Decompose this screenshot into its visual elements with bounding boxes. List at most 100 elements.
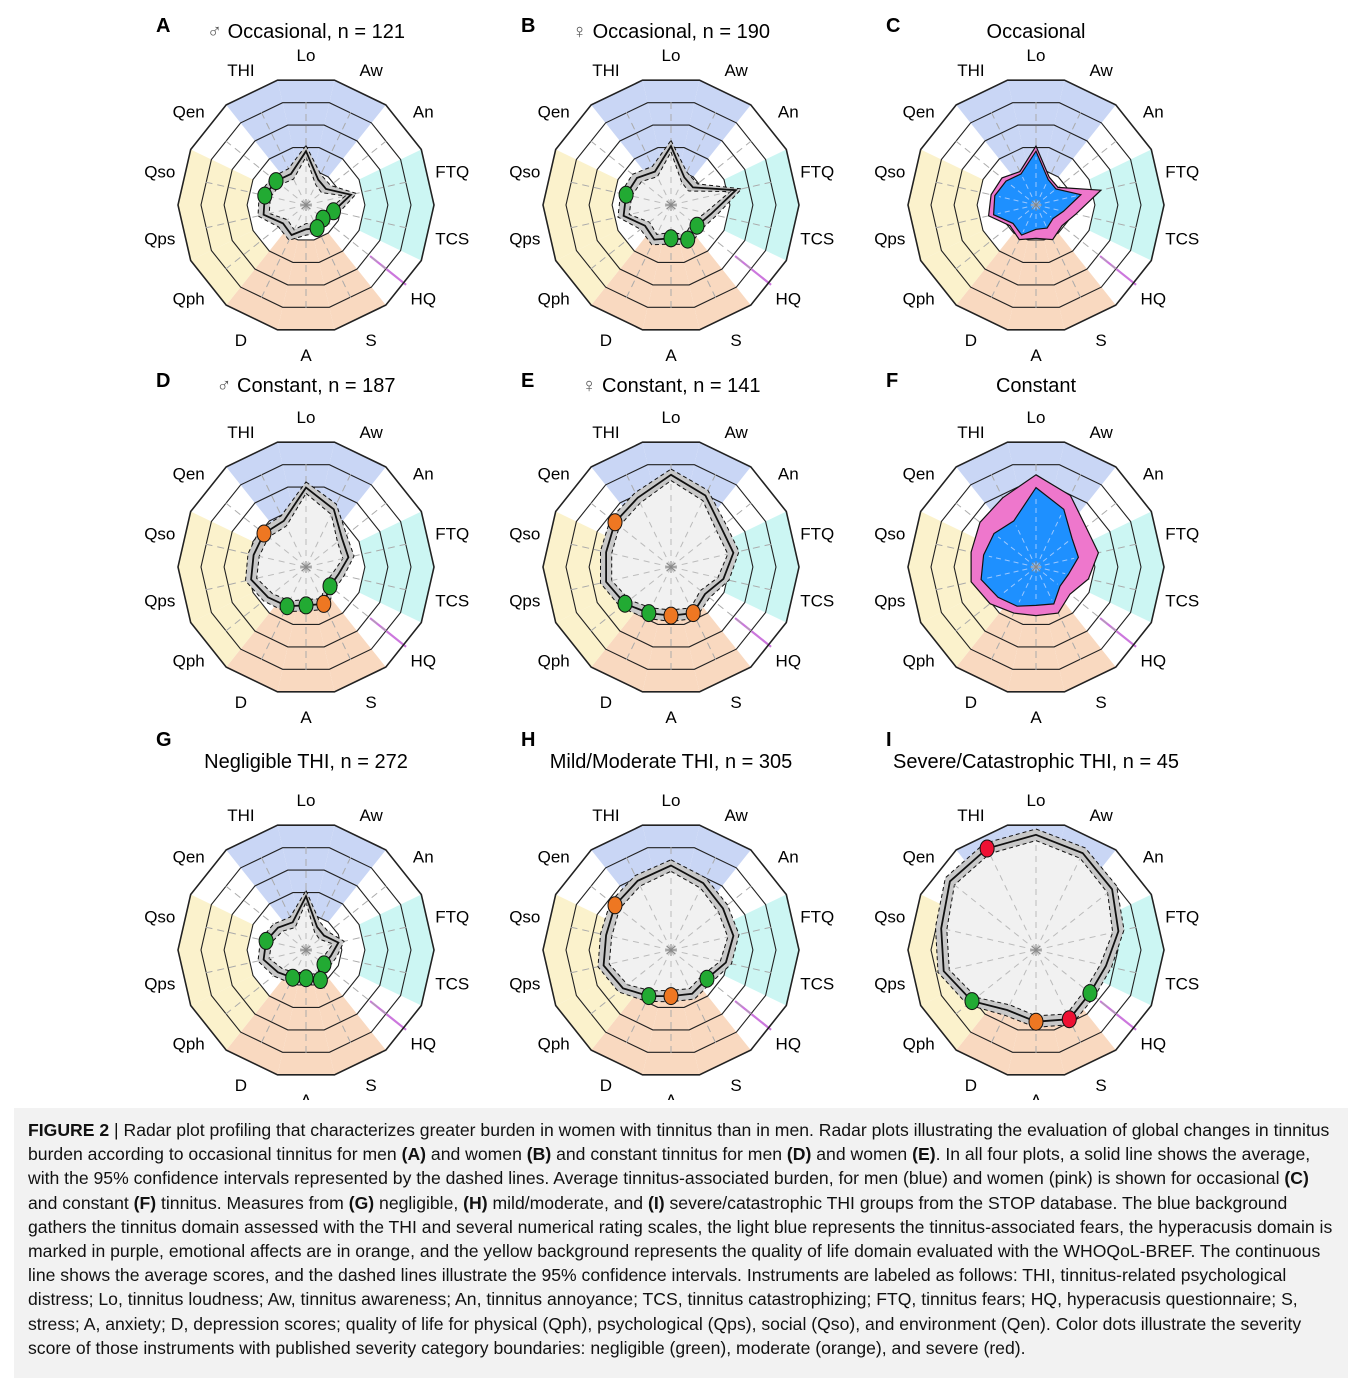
- domain-sector-qps: [543, 567, 618, 623]
- axis-label-qps: Qps: [144, 229, 175, 248]
- domain-sector-ftq: [724, 894, 799, 950]
- inner-spoke: [259, 555, 307, 568]
- axis-label-thi: THI: [957, 806, 984, 825]
- axis-label-qps: Qps: [509, 974, 540, 993]
- center-mark: [1035, 200, 1041, 206]
- grid-ring: [565, 464, 777, 670]
- domain-sector-qps: [178, 205, 253, 261]
- domain-sector-ftq: [1089, 511, 1164, 567]
- inner-spoke: [629, 566, 672, 601]
- axis-label-lo: Lo: [297, 791, 316, 810]
- inner-spoke: [271, 941, 307, 951]
- panel-letter: H: [521, 729, 535, 751]
- severity-dot-negligible: [663, 229, 679, 248]
- axis-label-hq: HQ: [776, 1035, 802, 1054]
- inner-spoke: [670, 888, 702, 951]
- axis-label-hq: HQ: [776, 290, 802, 309]
- axis-label-qen: Qen: [538, 103, 570, 122]
- inner-spoke: [285, 525, 307, 568]
- domain-sector-qph: [555, 592, 635, 668]
- axis-label-d: D: [965, 331, 977, 350]
- axis-label-a: A: [665, 1091, 677, 1100]
- axis-label-ftq: FTQ: [800, 525, 834, 544]
- axis-label-ftq: FTQ: [435, 163, 469, 182]
- panel-letter: A: [156, 15, 170, 37]
- axis-label-d: D: [600, 331, 612, 350]
- axis-label-aw: Aw: [724, 61, 748, 80]
- panel-letter: F: [886, 370, 898, 392]
- domain-sector-tcs: [724, 567, 799, 623]
- axis-label-qso: Qso: [509, 908, 540, 927]
- center-mark: [666, 945, 672, 951]
- domain-sector-tcs: [724, 205, 799, 261]
- caption-text: | Radar plot profiling that characterize…: [28, 1120, 1333, 1358]
- severity-dot-negligible: [964, 992, 980, 1011]
- domain-sector-qso: [908, 511, 983, 567]
- grid-ring: [953, 486, 1119, 648]
- axis-label-qso: Qso: [509, 525, 540, 544]
- severity-dot-severe: [1061, 1010, 1077, 1029]
- severity-dot-moderate: [607, 513, 623, 532]
- sex-symbol: ♂: [207, 21, 228, 43]
- grid-ring: [177, 79, 435, 331]
- center-mark: [666, 200, 672, 206]
- domain-sector-qph: [920, 592, 1000, 668]
- panel-title: Mild/Moderate THI, n = 305: [550, 751, 793, 773]
- axis-label-d: D: [235, 693, 247, 712]
- center-mark: [305, 566, 311, 572]
- inner-spoke: [305, 931, 316, 951]
- axis-label-aw: Aw: [1089, 806, 1113, 825]
- inner-spoke: [639, 502, 672, 568]
- inner-spoke: [949, 949, 1037, 971]
- panel-letter: C: [886, 15, 900, 37]
- grid-ring: [542, 441, 800, 693]
- axis-label-s: S: [1095, 1076, 1106, 1095]
- axis-label-tcs: TCS: [1165, 229, 1199, 248]
- grid-ring: [200, 102, 412, 308]
- domain-sector-ftq: [724, 149, 799, 205]
- severity-dot-moderate: [685, 604, 701, 623]
- center-mark: [1035, 949, 1041, 955]
- center-mark: [301, 204, 307, 210]
- inner-spoke: [670, 204, 693, 223]
- inner-spoke: [1035, 557, 1075, 568]
- inner-spoke: [293, 178, 307, 206]
- inner-spoke: [305, 184, 317, 206]
- axis-label-lo: Lo: [662, 408, 681, 427]
- axis-label-qen: Qen: [903, 848, 935, 867]
- inner-spoke: [988, 555, 1037, 568]
- domain-sector-qps: [908, 205, 983, 261]
- inner-spoke: [670, 566, 718, 579]
- domain-sector-qso: [543, 149, 618, 205]
- inner-spoke: [1035, 858, 1081, 951]
- axis-label-qph: Qph: [903, 290, 935, 309]
- center-mark: [305, 949, 311, 955]
- series-men-area: [980, 486, 1080, 607]
- axis-label-qph: Qph: [538, 290, 570, 309]
- grid-ring: [177, 824, 435, 1076]
- center-mark: [305, 204, 311, 210]
- panel-letter: D: [156, 370, 170, 392]
- radar-panel-d: D ♂ Constant, n = 187 Lo Aw An FTQ TCS HQ S A D Qph…: [144, 370, 469, 727]
- axis-label-an: An: [778, 465, 799, 484]
- grid-ring: [930, 464, 1142, 670]
- center-mark: [301, 945, 307, 951]
- grid-ring: [565, 847, 777, 1053]
- grid-ring: [223, 869, 389, 1031]
- axis-label-tcs: TCS: [435, 974, 469, 993]
- severity-dot-negligible: [298, 969, 314, 988]
- domain-sector-qso: [543, 511, 618, 567]
- radar-panel-c: C Occasional Lo Aw An FTQ TCS HQ S A D Qph Qps Qso Qen…: [874, 15, 1199, 365]
- axis-label-hq: HQ: [411, 1035, 437, 1054]
- panel-title: ♂ Constant, n = 187: [216, 375, 395, 397]
- center-mark: [670, 562, 676, 568]
- center-mark: [1031, 949, 1037, 955]
- axis-label-an: An: [778, 103, 799, 122]
- inner-spoke: [1035, 931, 1113, 951]
- axis-label-qen: Qen: [173, 465, 205, 484]
- axis-label-thi: THI: [227, 61, 254, 80]
- grid-ring: [930, 102, 1142, 308]
- inner-spoke: [305, 204, 316, 224]
- inner-spoke: [670, 949, 703, 976]
- axis-label-lo: Lo: [1027, 791, 1046, 810]
